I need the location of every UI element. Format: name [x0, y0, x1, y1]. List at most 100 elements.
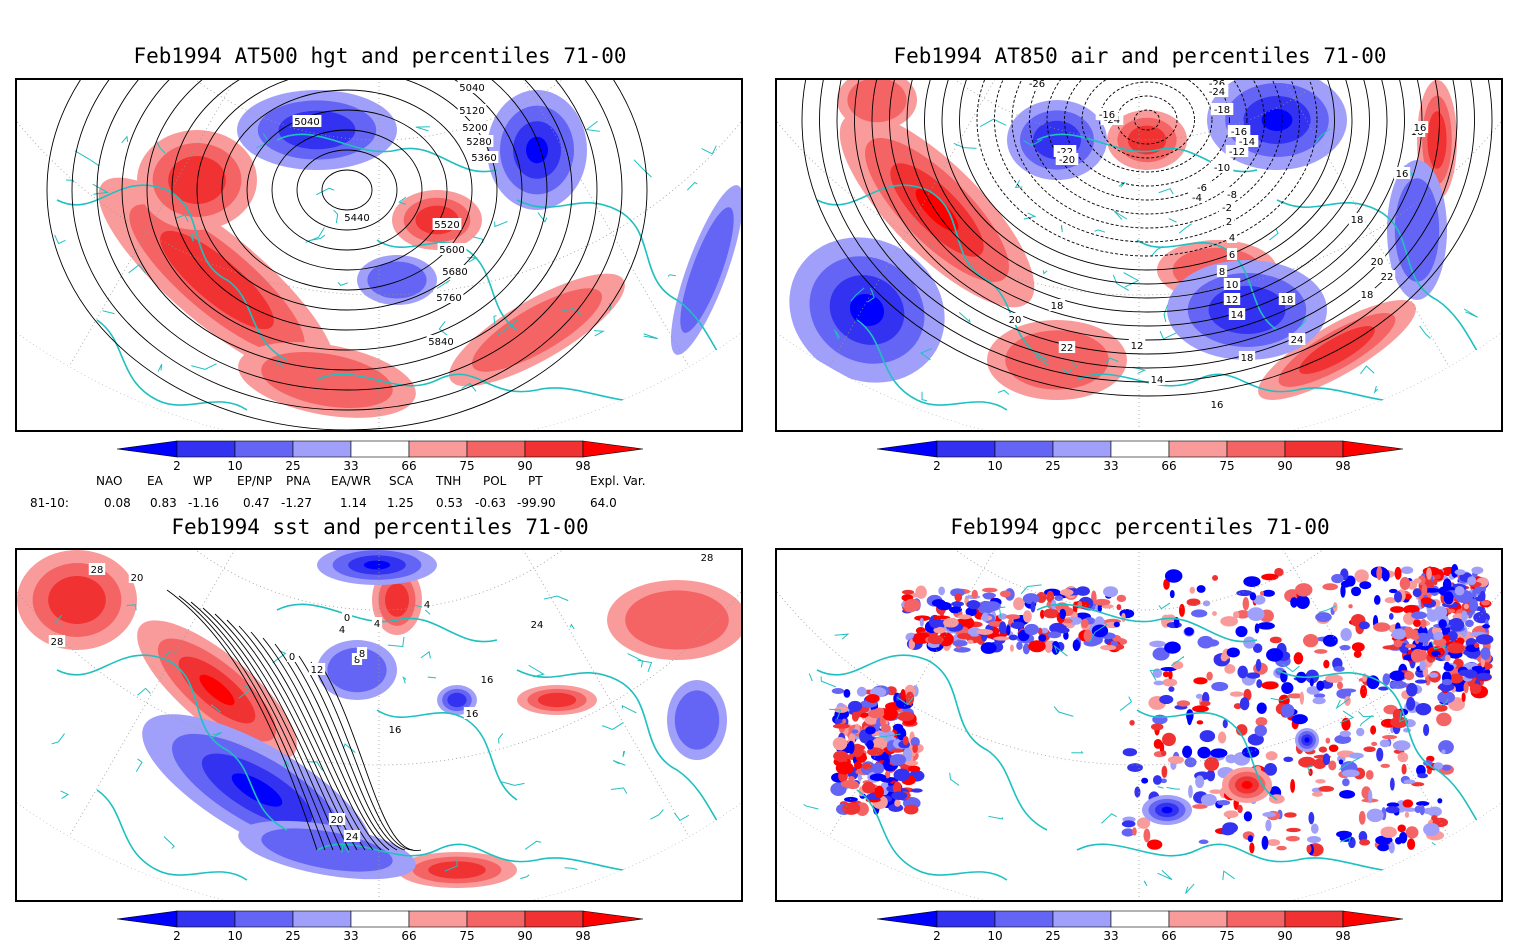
colorbar-tr: 2 10 25 33 66 75 90 98 — [876, 439, 1417, 475]
contour-label-bg — [1205, 85, 1229, 97]
border-line — [1113, 210, 1128, 220]
precip-cell — [1382, 673, 1391, 686]
contour-line — [1029, 80, 1265, 215]
precip-cell — [1013, 597, 1025, 611]
precip-cell — [1262, 811, 1277, 818]
border-line — [834, 633, 850, 640]
precip-cell — [1196, 720, 1204, 725]
contour-label: 16 — [1396, 169, 1409, 180]
precip-cell — [1009, 644, 1014, 652]
anomaly-positive — [385, 583, 409, 617]
precip-cell — [869, 773, 887, 782]
precip-cell — [1184, 627, 1194, 636]
precip-cell — [965, 607, 977, 617]
border-line — [919, 348, 933, 361]
anomaly-positive — [199, 674, 235, 706]
precip-cell — [983, 601, 1001, 612]
coastline — [1276, 199, 1498, 381]
precip-cell — [927, 634, 944, 645]
precip-cell — [891, 791, 908, 800]
precip-cell — [1433, 606, 1448, 618]
border-line — [1035, 355, 1050, 367]
precip-cell — [1422, 807, 1439, 815]
anomaly-negative — [367, 261, 427, 299]
precip-cell — [1363, 746, 1376, 753]
contour-label-bg — [440, 265, 470, 277]
border-line — [128, 264, 146, 274]
contour-label-bg — [128, 571, 146, 583]
index-header: EA/WR — [331, 474, 372, 488]
contour-label-bg — [1210, 103, 1234, 115]
precip-cell — [1448, 617, 1465, 632]
border-line — [1439, 698, 1449, 707]
precip-cell — [1407, 838, 1416, 850]
precip-cell — [1344, 696, 1351, 707]
border-line — [569, 623, 575, 630]
border-line — [1306, 765, 1313, 774]
precip-cell — [1471, 566, 1484, 575]
precip-cell — [1426, 567, 1432, 580]
index-header: PNA — [286, 474, 311, 488]
precip-cell — [1441, 764, 1452, 771]
precip-cell — [1299, 691, 1304, 705]
precip-cell — [1410, 634, 1420, 640]
precip-cell — [1287, 693, 1304, 699]
contour-label: -10 — [1214, 163, 1230, 174]
border-line — [1269, 228, 1279, 241]
border-line — [1061, 224, 1063, 233]
contour-label: 18 — [1361, 290, 1374, 301]
precip-cell — [1197, 635, 1214, 649]
precip-cell — [1325, 674, 1343, 684]
colorbar-tick-label: 90 — [1277, 929, 1292, 943]
precip-cell — [915, 585, 927, 599]
precip-cell — [967, 627, 982, 637]
contour-label: -16 — [1231, 127, 1247, 138]
precip-cell — [1192, 705, 1209, 713]
precip-cell — [966, 600, 981, 610]
coastline — [276, 603, 498, 643]
border-line — [493, 315, 497, 325]
precip-cell — [1397, 824, 1406, 833]
border-line — [1062, 367, 1074, 374]
precip-cell — [1160, 778, 1167, 784]
border-line — [834, 329, 841, 340]
contour-label: 5360 — [471, 153, 496, 164]
precip-cell — [1110, 640, 1119, 647]
border-line — [438, 321, 448, 336]
colorbar-arrow-right — [1342, 910, 1404, 928]
contour-label: 12 — [1226, 295, 1239, 306]
precip-cell — [1281, 682, 1294, 695]
anomaly-positive — [48, 576, 106, 624]
contour-label-bg — [463, 707, 481, 719]
precip-cell — [1193, 677, 1208, 685]
precip-cell — [1341, 769, 1360, 778]
precip-cell — [1315, 612, 1332, 622]
precip-cell — [957, 632, 971, 640]
precip-cell — [1338, 759, 1344, 765]
contour-label-bg — [1225, 145, 1249, 157]
precip-cell — [1438, 682, 1455, 692]
precip-cell — [831, 687, 845, 695]
border-line — [1314, 128, 1331, 145]
precip-cell — [1342, 778, 1350, 787]
contour-label: 5520 — [434, 220, 459, 231]
colorbar-arrow-left — [876, 440, 938, 458]
precip-cell — [1393, 639, 1403, 648]
precip-cell — [1467, 576, 1477, 586]
precip-cell — [967, 639, 974, 644]
precip-cell — [1206, 671, 1213, 681]
map-tl: 5040 5040 5120 5200 5280 5360 5440 5520 5600 5680… — [17, 80, 741, 430]
contour-label: 5120 — [459, 106, 484, 117]
precip-cell — [910, 788, 923, 793]
border-line — [1357, 711, 1375, 718]
precip-cell — [1322, 753, 1331, 766]
border-line — [121, 135, 129, 144]
precip-cell — [1257, 622, 1275, 630]
precip-cell — [1253, 595, 1266, 605]
border-line — [467, 257, 478, 263]
precip-cell — [938, 586, 946, 596]
border-line — [1399, 711, 1408, 723]
precip-cell — [1412, 588, 1422, 598]
anomaly-negative — [1261, 109, 1293, 131]
precip-cell — [832, 737, 848, 751]
